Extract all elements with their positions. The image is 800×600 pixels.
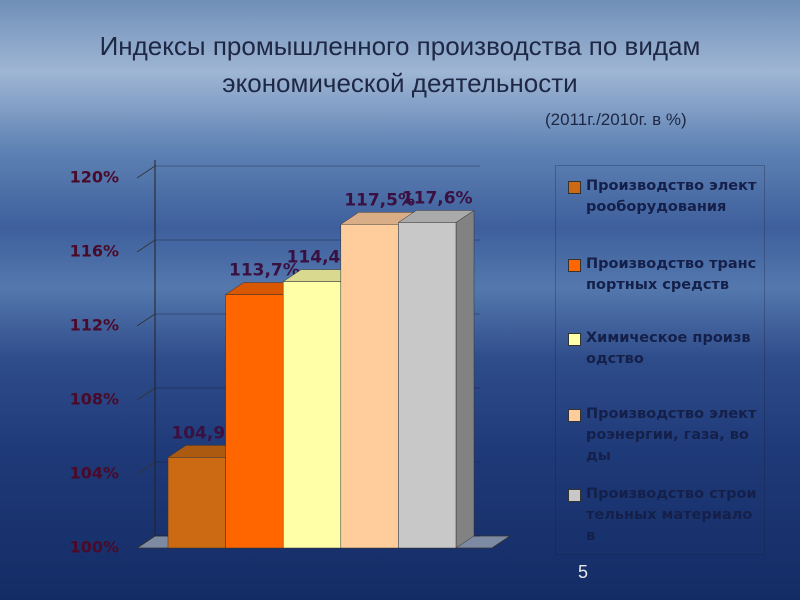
legend-item: Производство электроэнергии, газа, воды: [568, 404, 758, 467]
data-label: 117,5%: [344, 190, 415, 210]
legend-item: Химическое производство: [568, 328, 758, 370]
legend-swatch: [568, 333, 581, 346]
y-tick-label: 120%: [70, 168, 119, 187]
data-label: 104,9%: [171, 423, 242, 443]
legend-label: Производство транспортных средств: [586, 256, 757, 293]
legend-item: Производство электрооборудования: [568, 176, 758, 218]
data-label: 117,6%: [402, 188, 473, 208]
y-tick-label: 116%: [70, 242, 119, 261]
y-tick-label: 108%: [70, 390, 119, 409]
tick-mark: [136, 387, 156, 401]
tick-mark: [136, 165, 156, 179]
legend-swatch: [568, 181, 581, 194]
legend-item: Производство транспортных средств: [568, 254, 758, 296]
data-label: 113,7%: [229, 261, 300, 281]
chart-title: Индексы промышленного производства по ви…: [99, 31, 701, 98]
legend-label: Производство электроэнергии, газа, воды: [586, 406, 757, 464]
bar: [167, 457, 226, 549]
bar: [340, 224, 399, 549]
bar: [282, 281, 342, 549]
y-tick-label: 112%: [70, 316, 119, 335]
legend-label: Химическое производство: [586, 330, 751, 367]
legend-swatch: [568, 259, 581, 272]
page-number: 5: [578, 562, 589, 582]
legend: Производство электрооборудования Производ…: [555, 165, 765, 555]
legend-swatch: [568, 409, 581, 422]
tick-mark: [136, 461, 156, 475]
bar-side: [455, 209, 475, 549]
y-tick-label: 100%: [70, 538, 119, 557]
legend-swatch: [568, 489, 581, 502]
tick-mark: [136, 239, 156, 253]
legend-item: Производство строительных материалов: [568, 484, 758, 547]
tick-mark: [136, 535, 156, 549]
y-tick-label: 104%: [70, 464, 119, 483]
bar: [398, 222, 457, 549]
legend-label: Производство электрооборудования: [586, 178, 757, 215]
chart-subtitle: (2011г./2010г. в %): [545, 110, 687, 129]
data-label: 114,4%: [287, 248, 358, 268]
tick-mark: [136, 313, 156, 327]
bar: [225, 294, 284, 549]
legend-label: Производство строительных материалов: [586, 486, 757, 544]
